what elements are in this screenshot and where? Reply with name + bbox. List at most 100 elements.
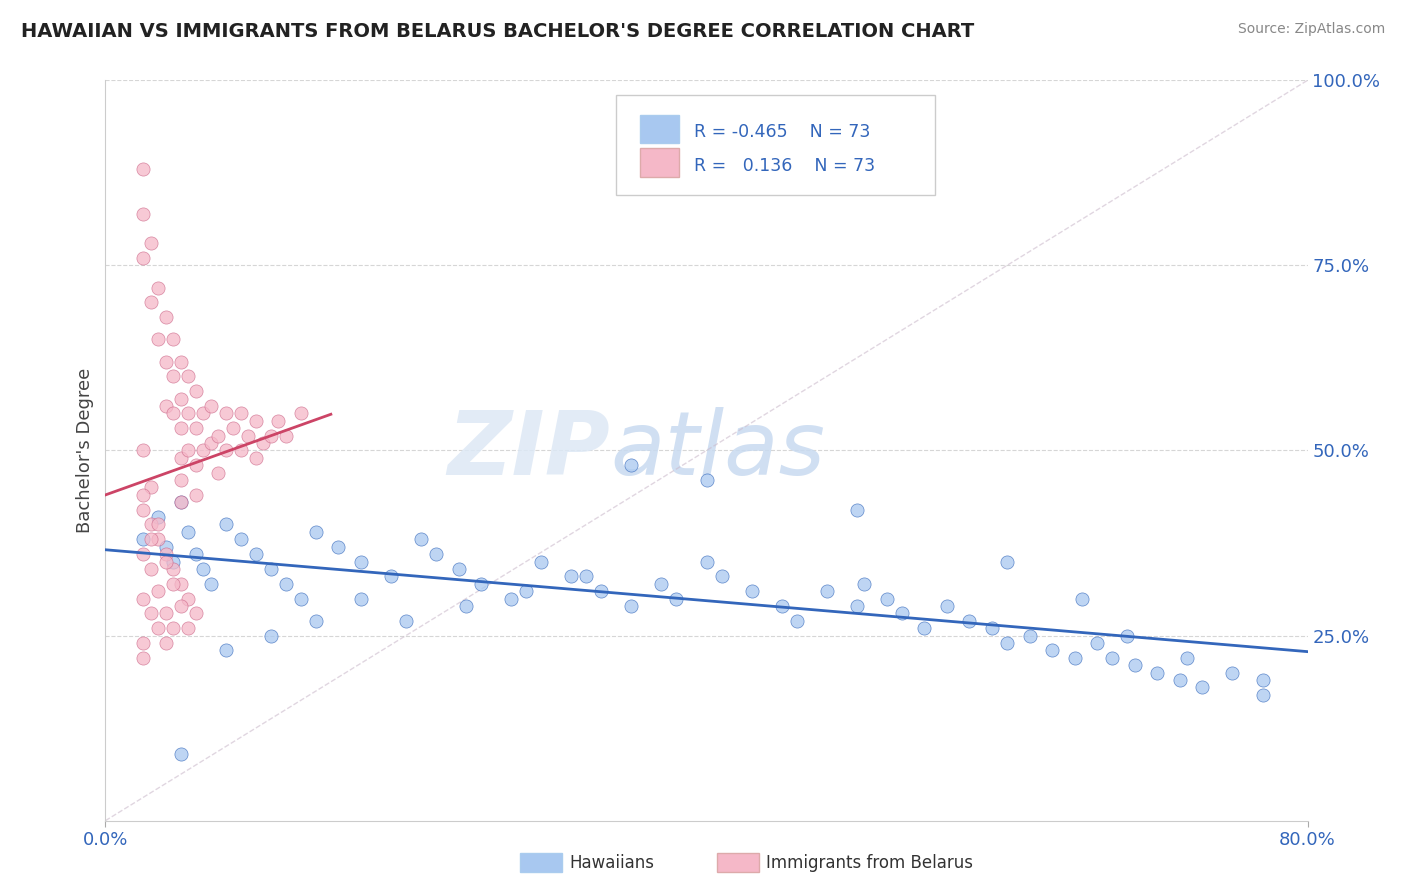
Point	[184, 547, 207, 561]
Point	[200, 436, 222, 450]
Point	[155, 354, 177, 368]
Text: Immigrants from Belarus: Immigrants from Belarus	[766, 854, 973, 871]
Point	[146, 510, 169, 524]
Point	[200, 576, 222, 591]
Point	[912, 621, 935, 635]
Point	[274, 428, 297, 442]
Point	[245, 547, 267, 561]
Point	[350, 591, 373, 606]
Point	[620, 599, 643, 613]
Point	[177, 369, 200, 384]
Point	[139, 480, 162, 494]
Point	[155, 540, 177, 554]
Point	[245, 414, 267, 428]
Point	[252, 436, 274, 450]
Point	[132, 443, 155, 458]
Point	[162, 369, 184, 384]
Point	[155, 555, 177, 569]
Point	[229, 443, 252, 458]
Point	[139, 295, 162, 310]
Point	[132, 547, 155, 561]
Point	[425, 547, 447, 561]
Text: HAWAIIAN VS IMMIGRANTS FROM BELARUS BACHELOR'S DEGREE CORRELATION CHART: HAWAIIAN VS IMMIGRANTS FROM BELARUS BACH…	[21, 22, 974, 41]
Point	[177, 443, 200, 458]
Point	[132, 502, 155, 516]
Point	[207, 428, 229, 442]
Point	[132, 591, 155, 606]
Text: ZIP: ZIP	[447, 407, 610, 494]
Point	[132, 650, 155, 665]
Point	[853, 576, 876, 591]
Point	[290, 407, 312, 421]
Point	[650, 576, 672, 591]
Point	[191, 407, 214, 421]
Point	[155, 547, 177, 561]
Point	[1168, 673, 1191, 687]
Point	[1040, 643, 1063, 657]
Point	[162, 576, 184, 591]
Point	[177, 621, 200, 635]
Point	[169, 392, 191, 406]
Point	[290, 591, 312, 606]
Point	[1177, 650, 1199, 665]
Point	[530, 555, 553, 569]
Point	[710, 569, 733, 583]
Point	[132, 206, 155, 220]
Point	[981, 621, 1004, 635]
Point	[132, 251, 155, 265]
Point	[1222, 665, 1244, 680]
Point	[146, 621, 169, 635]
Point	[184, 607, 207, 621]
Point	[1191, 681, 1213, 695]
Point	[169, 354, 191, 368]
Point	[169, 747, 191, 761]
Point	[305, 524, 328, 539]
Point	[139, 517, 162, 532]
Point	[1251, 688, 1274, 702]
Point	[560, 569, 582, 583]
Point	[260, 628, 283, 642]
Point	[380, 569, 402, 583]
Point	[146, 332, 169, 346]
Text: Source: ZipAtlas.com: Source: ZipAtlas.com	[1237, 22, 1385, 37]
Point	[184, 458, 207, 473]
Point	[132, 488, 155, 502]
Point	[1146, 665, 1168, 680]
Point	[1251, 673, 1274, 687]
Point	[959, 614, 981, 628]
Point	[245, 450, 267, 465]
Point	[146, 517, 169, 532]
Point	[169, 421, 191, 435]
Point	[146, 584, 169, 599]
Point	[845, 599, 868, 613]
Point	[177, 591, 200, 606]
FancyBboxPatch shape	[640, 115, 679, 144]
Point	[191, 562, 214, 576]
Point	[162, 407, 184, 421]
Point	[146, 280, 169, 294]
Point	[575, 569, 598, 583]
Point	[214, 643, 236, 657]
Point	[447, 562, 470, 576]
Y-axis label: Bachelor's Degree: Bachelor's Degree	[76, 368, 94, 533]
Point	[155, 636, 177, 650]
Point	[1071, 591, 1094, 606]
Point	[696, 473, 718, 487]
Point	[162, 562, 184, 576]
Point	[139, 607, 162, 621]
Point	[1085, 636, 1108, 650]
Text: R =   0.136    N = 73: R = 0.136 N = 73	[695, 156, 876, 175]
Text: Hawaiians: Hawaiians	[569, 854, 654, 871]
Point	[665, 591, 688, 606]
Point	[207, 466, 229, 480]
Text: R = -0.465    N = 73: R = -0.465 N = 73	[695, 123, 870, 141]
Point	[229, 407, 252, 421]
Point	[155, 310, 177, 325]
Point	[350, 555, 373, 569]
Point	[1018, 628, 1040, 642]
Point	[169, 599, 191, 613]
Point	[995, 555, 1018, 569]
Point	[260, 428, 283, 442]
Point	[274, 576, 297, 591]
Point	[786, 614, 808, 628]
